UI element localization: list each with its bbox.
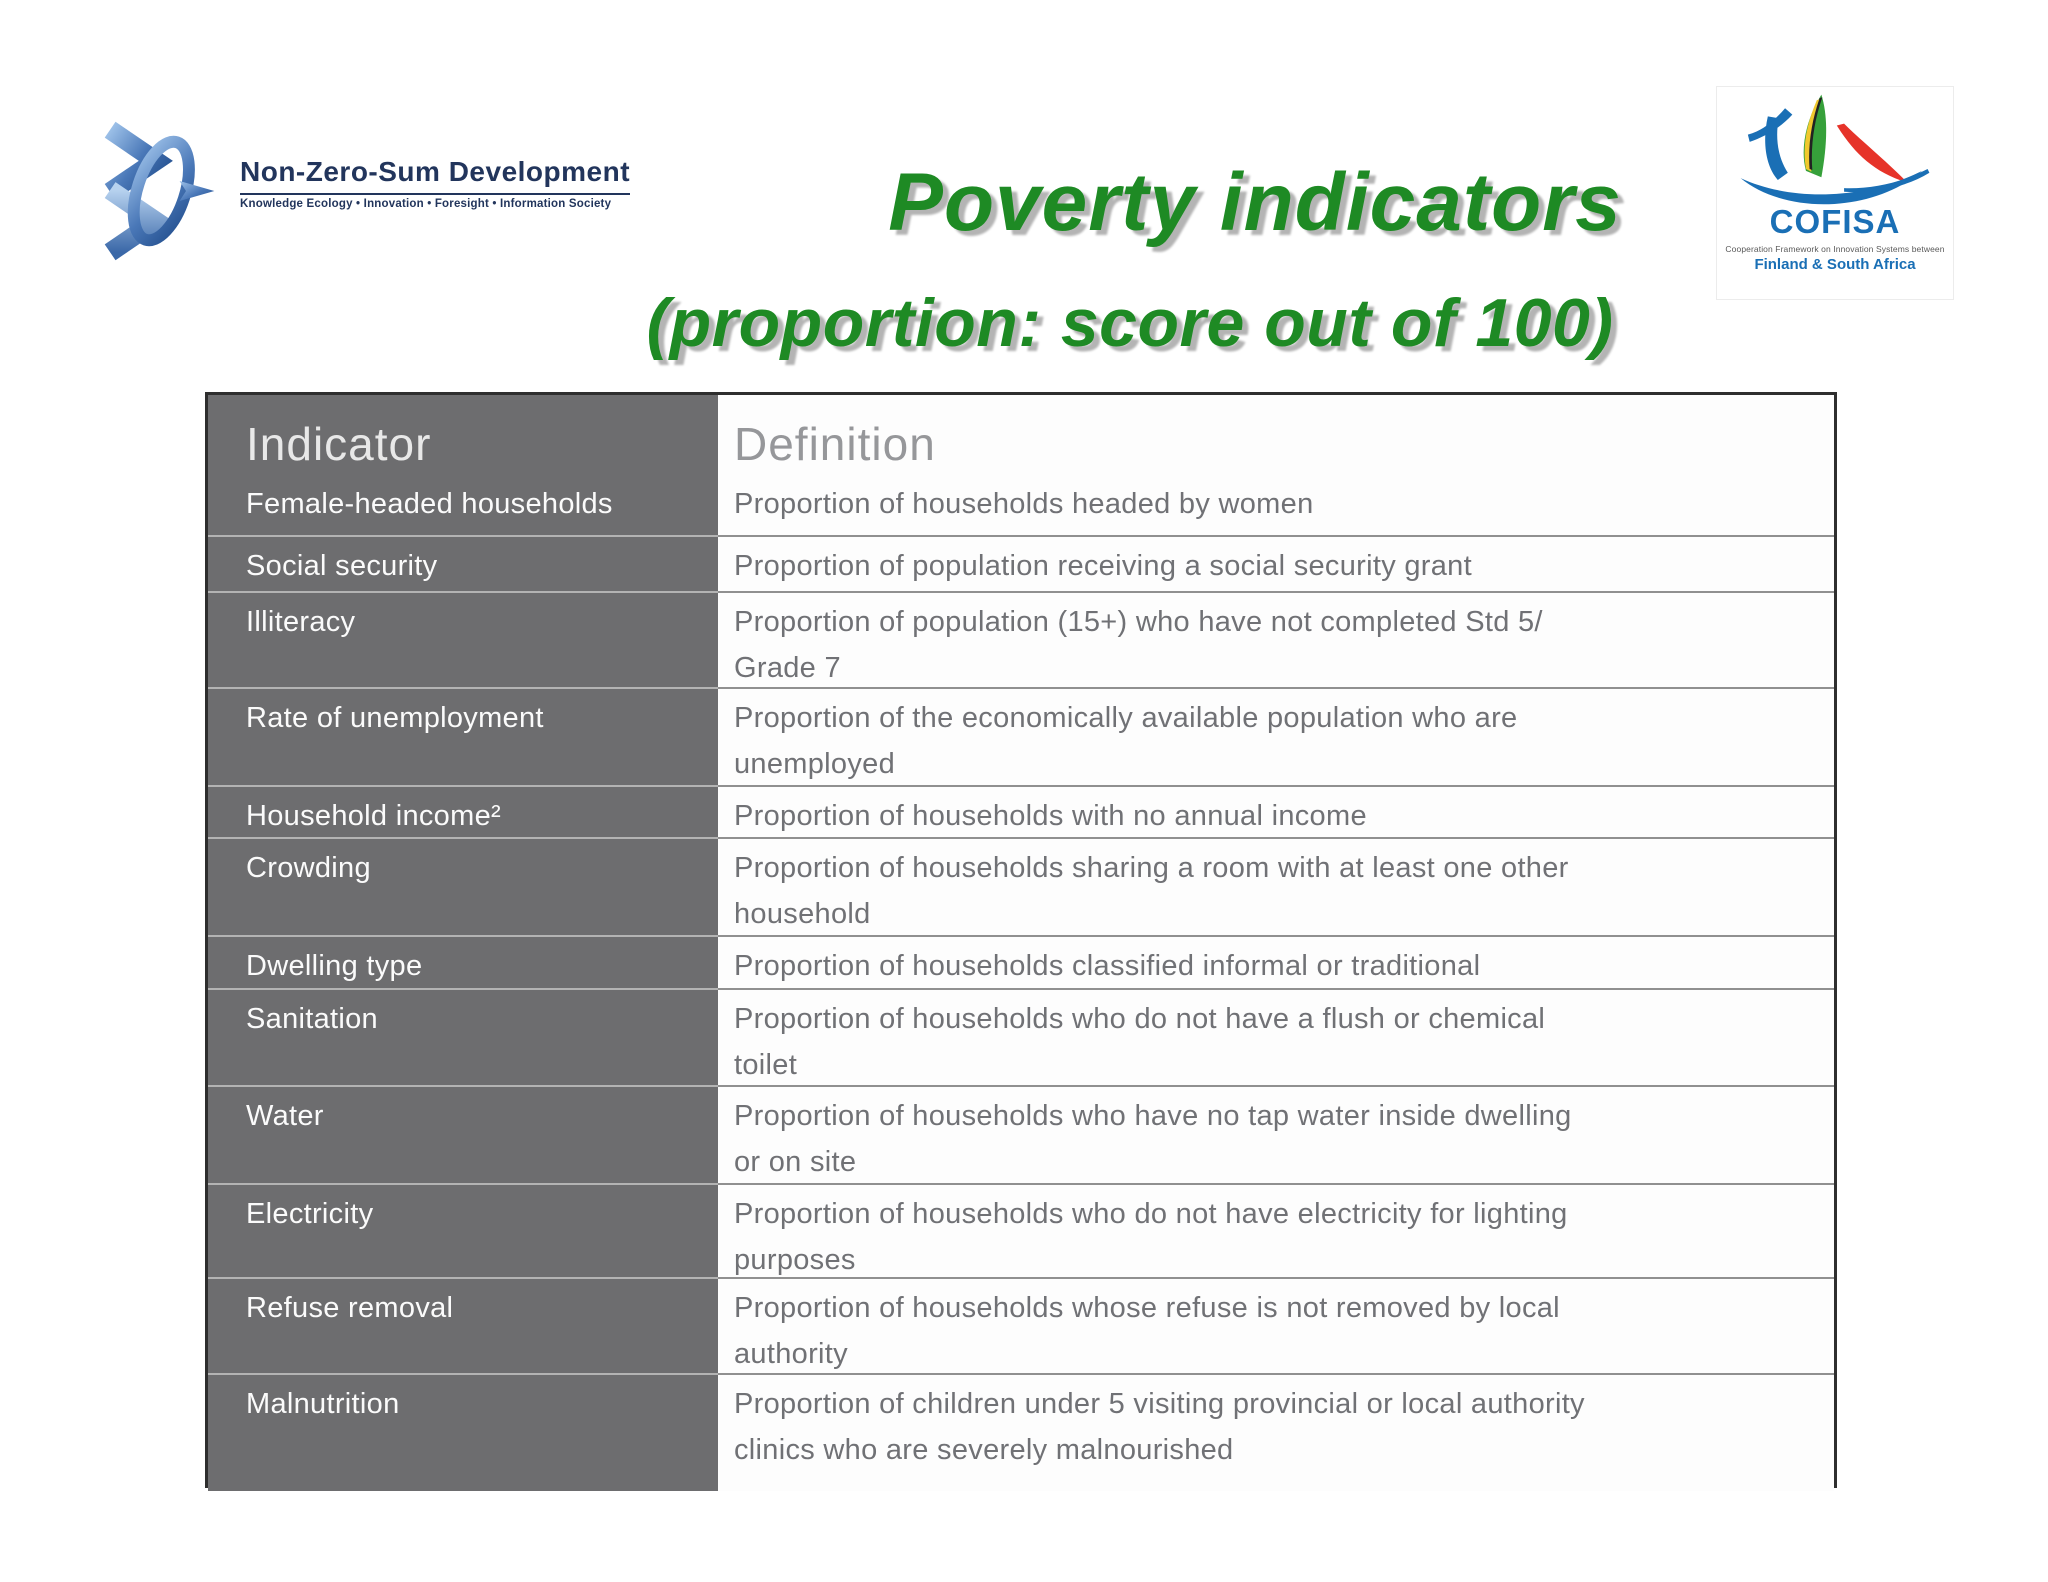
definition-cell: Proportion of population receiving a soc… <box>718 535 1834 591</box>
definition-cell: Proportion of households who have no tap… <box>718 1085 1834 1183</box>
indicator-cell: Rate of unemployment <box>208 687 718 785</box>
definition-line: purposes <box>734 1244 856 1276</box>
indicator-cell: Water <box>208 1085 718 1183</box>
nzs-logo-title: Non-Zero-Sum Development <box>240 156 631 195</box>
definition-line: clinics who are severely malnourished <box>734 1434 1234 1466</box>
cofisa-logo: COFISA Cooperation Framework on Innovati… <box>1716 86 1954 300</box>
table-row: Refuse removal Proportion of households … <box>208 1277 1834 1373</box>
indicator-cell: Dwelling type <box>208 935 718 988</box>
definition-line: toilet <box>734 1049 798 1081</box>
cofisa-logo-name: COFISA <box>1769 203 1901 240</box>
indicator-cell: Crowding <box>208 837 718 935</box>
indicator-cell: Social security <box>208 535 718 591</box>
definition-line: Proportion of the economically available… <box>734 702 1518 734</box>
definition-cell: Proportion of children under 5 visiting … <box>718 1373 1834 1491</box>
indicator-cell: Refuse removal <box>208 1277 718 1373</box>
definition-cell: Proportion of households who do not have… <box>718 988 1834 1085</box>
indicator-cell: Malnutrition <box>208 1373 718 1491</box>
definition-line: Proportion of households who have no tap… <box>734 1100 1572 1132</box>
definition-line: Proportion of population receiving a soc… <box>734 550 1472 582</box>
definition-line: Proportion of households classified info… <box>734 950 1481 982</box>
table-row: Malnutrition Proportion of children unde… <box>208 1373 1834 1491</box>
column-header-indicator: Indicator <box>208 395 718 475</box>
definition-line: Proportion of households sharing a room … <box>734 852 1569 884</box>
table-row: Illiteracy Proportion of population (15+… <box>208 591 1834 687</box>
table-row: Female-headed households Proportion of h… <box>208 475 1834 535</box>
definition-line: Proportion of households who do not have… <box>734 1198 1568 1230</box>
definition-cell: Proportion of households who do not have… <box>718 1183 1834 1277</box>
indicator-cell: Illiteracy <box>208 591 718 687</box>
definition-line: Proportion of households who do not have… <box>734 1003 1546 1035</box>
cofisa-logo-icon <box>1740 94 1930 205</box>
cofisa-logo-countries: Finland & South Africa <box>1754 256 1916 273</box>
cofisa-logo-subtitle: Cooperation Framework on Innovation Syst… <box>1725 244 1945 254</box>
definition-line: unemployed <box>734 748 895 780</box>
definition-line: Proportion of children under 5 visiting … <box>734 1388 1585 1420</box>
nzs-logo-tagline: Knowledge Ecology • Innovation • Foresig… <box>240 198 612 210</box>
table-row: Sanitation Proportion of households who … <box>208 988 1834 1085</box>
indicator-cell: Electricity <box>208 1183 718 1277</box>
definition-line: Proportion of population (15+) who have … <box>734 606 1543 638</box>
nzs-logo-text: Non-Zero-Sum Development Knowledge Ecolo… <box>240 156 631 210</box>
definition-line: Grade 7 <box>734 652 841 684</box>
definition-line: or on site <box>734 1146 857 1178</box>
indicator-cell: Sanitation <box>208 988 718 1085</box>
definition-cell: Proportion of the economically available… <box>718 687 1834 785</box>
definition-cell: Proportion of households sharing a room … <box>718 837 1834 935</box>
definition-cell: Proportion of households whose refuse is… <box>718 1277 1834 1373</box>
indicator-cell: Female-headed households <box>208 475 718 535</box>
definition-cell: Proportion of population (15+) who have … <box>718 591 1834 687</box>
table-row: Rate of unemployment Proportion of the e… <box>208 687 1834 785</box>
table-row: Dwelling type Proportion of households c… <box>208 935 1834 988</box>
definition-line: Proportion of households headed by women <box>734 488 1314 520</box>
definition-line: Proportion of households with no annual … <box>734 800 1367 832</box>
table-row: Social security Proportion of population… <box>208 535 1834 591</box>
definition-line: authority <box>734 1338 848 1370</box>
table-row: Crowding Proportion of households sharin… <box>208 837 1834 935</box>
definition-cell: Proportion of households headed by women <box>718 475 1834 535</box>
page-title-line2: (proportion: score out of 100) <box>646 285 1614 361</box>
definition-line: household <box>734 898 871 930</box>
nzs-logo: Non-Zero-Sum Development Knowledge Ecolo… <box>88 108 631 273</box>
indicator-cell: Household income² <box>208 785 718 837</box>
definition-cell: Proportion of households with no annual … <box>718 785 1834 837</box>
table-row: Water Proportion of households who have … <box>208 1085 1834 1183</box>
nzs-logo-icon <box>104 121 215 261</box>
definition-line: Proportion of households whose refuse is… <box>734 1292 1560 1324</box>
table-row: Electricity Proportion of households who… <box>208 1183 1834 1277</box>
definition-cell: Proportion of households classified info… <box>718 935 1834 988</box>
table-header-row: Indicator Definition <box>208 395 1834 475</box>
page-title-line1: Poverty indicators <box>888 157 1622 248</box>
column-header-definition: Definition <box>718 395 1834 475</box>
table-row: Household income² Proportion of househol… <box>208 785 1834 837</box>
table-body: Female-headed households Proportion of h… <box>208 475 1834 1491</box>
poverty-indicators-table: Indicator Definition Female-headed house… <box>205 392 1837 1491</box>
